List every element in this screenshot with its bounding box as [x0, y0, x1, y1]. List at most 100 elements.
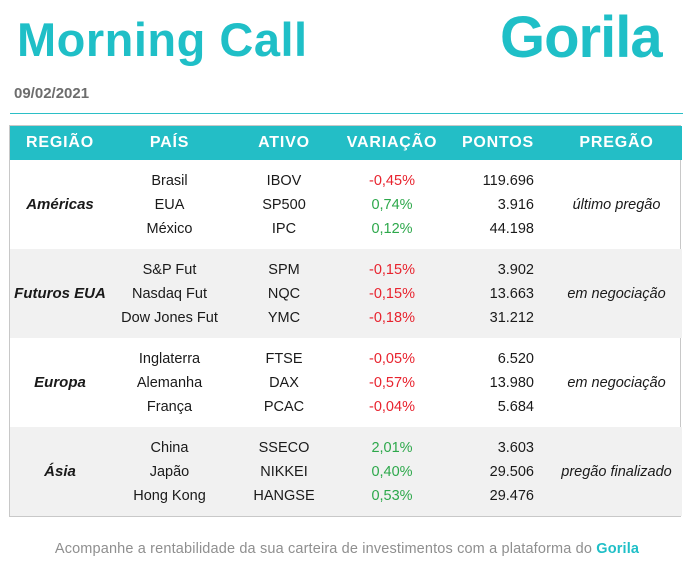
asset-column: IBOV SP500 IPC	[229, 160, 339, 249]
change-column: -0,45% 0,74% 0,12%	[339, 160, 445, 249]
asset-cell: NQC	[267, 285, 301, 302]
country-stack: Inglaterra Alemanha França	[110, 347, 229, 419]
asset-column: SSECO NIKKEI HANGSE	[229, 427, 339, 516]
gorila-logo: Gorila	[500, 5, 663, 70]
column-header-regiao: REGIÃO	[26, 134, 94, 151]
report-date: 09/02/2021	[14, 85, 90, 102]
points-stack: 3.902 13.663 31.212	[445, 258, 551, 330]
points-cell: 29.476	[489, 487, 534, 504]
change-stack: -0,15% -0,15% -0,18%	[339, 258, 445, 330]
asset-cell: YMC	[267, 309, 301, 326]
country-column: S&P Fut Nasdaq Fut Dow Jones Fut	[110, 249, 229, 338]
points-cell: 5.684	[497, 398, 534, 415]
points-stack: 119.696 3.916 44.198	[445, 169, 551, 241]
change-cell: -0,57%	[369, 374, 415, 391]
column-header-variacao: VARIAÇÃO	[346, 134, 438, 151]
region-group-row: Ásia China Japão Hong Kong SSECO NIKKEI HANGSE…	[10, 427, 682, 516]
table-header-row: REGIÃO PAÍS ATIVO VARIAÇÃO PONTOS PREGÃO	[10, 126, 682, 160]
region-name: Américas	[26, 196, 94, 213]
change-cell: -0,15%	[369, 285, 415, 302]
markets-table-container: REGIÃO PAÍS ATIVO VARIAÇÃO PONTOS PREGÃO…	[9, 125, 682, 517]
country-column: China Japão Hong Kong	[110, 427, 229, 516]
asset-cell: DAX	[269, 374, 299, 391]
change-cell: -0,15%	[369, 261, 415, 278]
region-name: Europa	[34, 374, 86, 391]
asset-cell: HANGSE	[253, 487, 315, 504]
change-column: 2,01% 0,40% 0,53%	[339, 427, 445, 516]
markets-table: REGIÃO PAÍS ATIVO VARIAÇÃO PONTOS PREGÃO…	[10, 126, 682, 516]
footer-brand-link[interactable]: Gorila	[596, 541, 640, 557]
country-stack: China Japão Hong Kong	[110, 436, 229, 508]
asset-stack: SPM NQC YMC	[229, 258, 339, 330]
region-group-row: Futuros EUA S&P Fut Nasdaq Fut Dow Jones Fu…	[10, 249, 682, 338]
change-cell: 0,74%	[371, 196, 413, 213]
country-cell: Brasil	[151, 172, 188, 189]
country-cell: Nasdaq Fut	[132, 285, 207, 302]
asset-column: SPM NQC YMC	[229, 249, 339, 338]
points-cell: 3.916	[497, 196, 534, 213]
region-group-row: Europa Inglaterra Alemanha França FTSE DAX PCA…	[10, 338, 682, 427]
points-cell: 31.212	[489, 309, 534, 326]
points-column: 3.603 29.506 29.476	[445, 427, 551, 516]
country-cell: Hong Kong	[133, 487, 206, 504]
change-stack: -0,45% 0,74% 0,12%	[339, 169, 445, 241]
asset-stack: SSECO NIKKEI HANGSE	[229, 436, 339, 508]
country-cell: China	[150, 439, 189, 456]
column-header-pontos: PONTOS	[461, 134, 535, 151]
asset-cell: NIKKEI	[260, 463, 308, 480]
country-cell: Alemanha	[136, 374, 203, 391]
change-cell: 0,53%	[371, 487, 413, 504]
points-cell: 3.603	[497, 439, 534, 456]
points-cell: 13.980	[489, 374, 534, 391]
points-column: 6.520 13.980 5.684	[445, 338, 551, 427]
region-name: Ásia	[44, 463, 76, 480]
points-cell: 44.198	[489, 220, 534, 237]
asset-cell: SP500	[262, 196, 306, 213]
country-cell: Japão	[149, 463, 190, 480]
column-header-pregao: PREGÃO	[579, 134, 654, 151]
change-cell: 2,01%	[371, 439, 413, 456]
session-status: em negociação	[567, 285, 666, 302]
table-body: Américas Brasil EUA México IBOV SP500 IPC -0,45…	[10, 160, 682, 516]
asset-cell: SSECO	[258, 439, 310, 456]
change-column: -0,15% -0,15% -0,18%	[339, 249, 445, 338]
page-title: Morning Call	[17, 13, 308, 66]
session-status: pregão finalizado	[561, 463, 672, 480]
country-cell: Inglaterra	[138, 350, 201, 367]
change-column: -0,05% -0,57% -0,04%	[339, 338, 445, 427]
country-cell: França	[146, 398, 193, 415]
column-header-ativo: ATIVO	[258, 134, 310, 151]
footer-note: Acompanhe a rentabilidade da sua carteir…	[0, 541, 694, 557]
asset-cell: PCAC	[263, 398, 305, 415]
asset-stack: FTSE DAX PCAC	[229, 347, 339, 419]
points-stack: 6.520 13.980 5.684	[445, 347, 551, 419]
change-cell: 0,12%	[371, 220, 413, 237]
points-cell: 29.506	[489, 463, 534, 480]
country-stack: S&P Fut Nasdaq Fut Dow Jones Fut	[110, 258, 229, 330]
country-cell: Dow Jones Fut	[121, 309, 218, 326]
asset-cell: FTSE	[265, 350, 303, 367]
header-divider	[10, 113, 683, 114]
footer-text: Acompanhe a rentabilidade da sua carteir…	[54, 541, 593, 557]
asset-cell: SPM	[268, 261, 300, 278]
points-cell: 13.663	[489, 285, 534, 302]
change-stack: -0,05% -0,57% -0,04%	[339, 347, 445, 419]
asset-stack: IBOV SP500 IPC	[229, 169, 339, 241]
change-cell: -0,18%	[369, 309, 415, 326]
points-cell: 3.902	[497, 261, 534, 278]
session-status: último pregão	[572, 196, 661, 213]
change-cell: -0,05%	[369, 350, 415, 367]
region-group-row: Américas Brasil EUA México IBOV SP500 IPC -0,45…	[10, 160, 682, 249]
country-column: Brasil EUA México	[110, 160, 229, 249]
column-header-pais: PAÍS	[149, 134, 190, 151]
asset-cell: IPC	[271, 220, 297, 237]
asset-column: FTSE DAX PCAC	[229, 338, 339, 427]
points-cell: 6.520	[497, 350, 534, 367]
change-cell: -0,45%	[369, 172, 415, 189]
region-name: Futuros EUA	[14, 285, 106, 302]
session-status: em negociação	[567, 374, 666, 391]
change-cell: -0,04%	[369, 398, 415, 415]
points-stack: 3.603 29.506 29.476	[445, 436, 551, 508]
country-cell: EUA	[154, 196, 185, 213]
country-column: Inglaterra Alemanha França	[110, 338, 229, 427]
